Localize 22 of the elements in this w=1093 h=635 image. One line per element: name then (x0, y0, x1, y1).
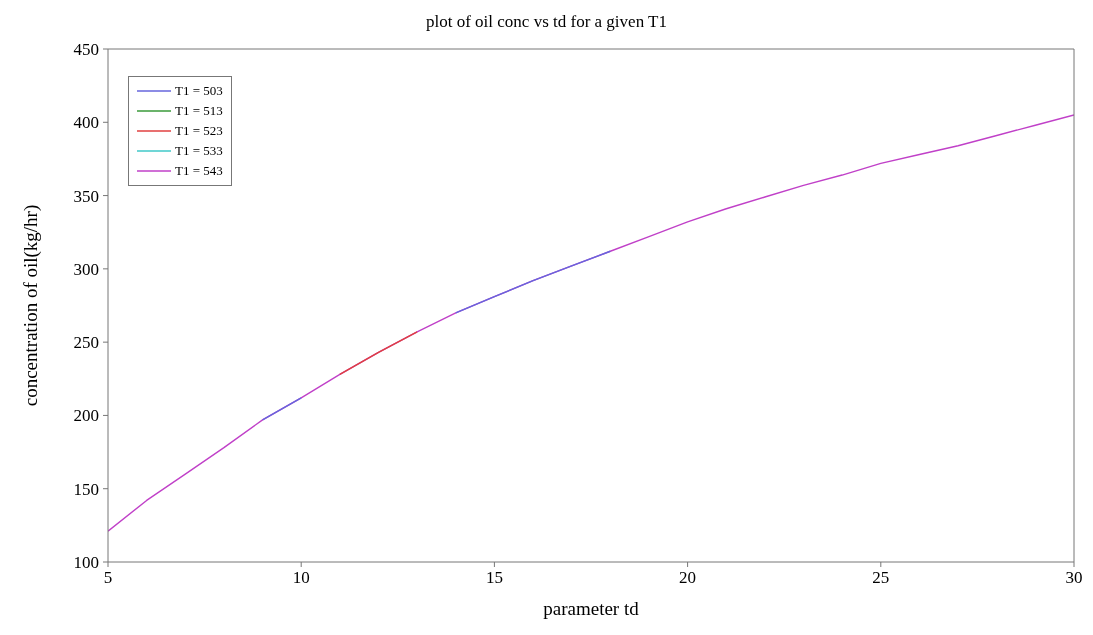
y-tick-label: 450 (73, 40, 99, 60)
x-tick-label: 15 (485, 568, 503, 588)
y-tick-label: 150 (73, 479, 99, 499)
legend-label: T1 = 513 (175, 102, 223, 120)
x-tick-label: 10 (292, 568, 310, 588)
x-tick-label: 5 (103, 568, 113, 588)
x-tick-label: 30 (1065, 568, 1083, 588)
x-tick-label: 25 (872, 568, 890, 588)
y-tick-label: 300 (73, 259, 99, 279)
y-tick-label: 100 (73, 553, 99, 573)
legend-label: T1 = 533 (175, 142, 223, 160)
legend-label: T1 = 523 (175, 122, 223, 140)
y-axis-title: concentration of oil(kg/hr) (19, 204, 42, 407)
legend-label: T1 = 543 (175, 162, 223, 180)
y-tick-label: 350 (73, 186, 99, 206)
x-axis-title: parameter td (543, 598, 640, 619)
y-tick-label: 200 (73, 406, 99, 426)
x-tick-label: 20 (679, 568, 697, 588)
chart-title: plot of oil conc vs td for a given T1 (425, 12, 668, 32)
legend-label: T1 = 503 (175, 82, 223, 100)
y-tick-label: 250 (73, 333, 99, 353)
y-tick-label: 400 (73, 113, 99, 133)
